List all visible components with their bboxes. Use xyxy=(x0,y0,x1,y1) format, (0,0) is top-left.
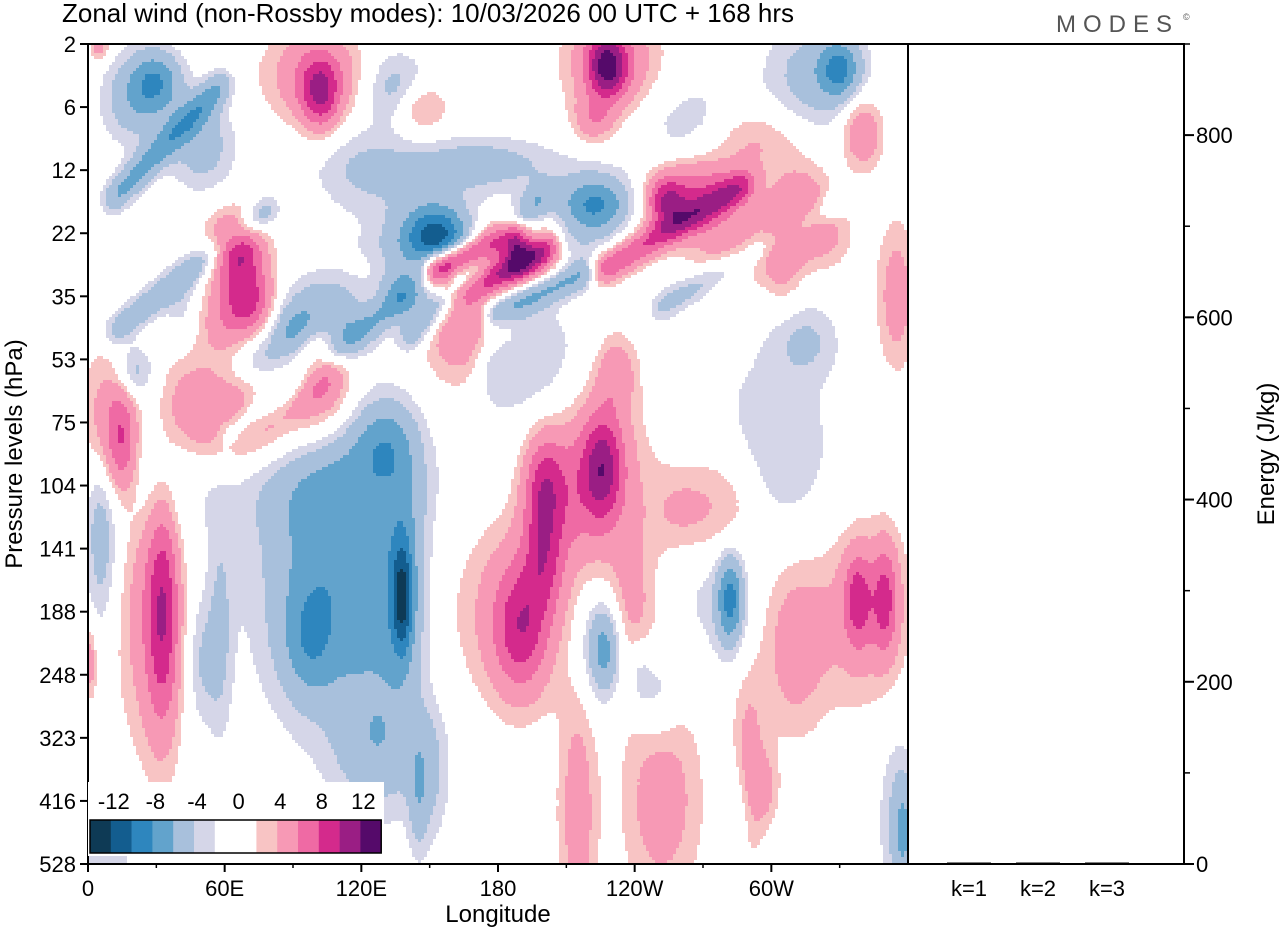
colorbar-swatch xyxy=(360,820,382,853)
colorbar-swatch xyxy=(256,820,278,853)
energy-bar-label: k=1 xyxy=(951,876,987,901)
y-tick-label: 22 xyxy=(52,221,76,246)
energy-bar-label: k=3 xyxy=(1089,876,1125,901)
energy-tick-label: 200 xyxy=(1196,670,1233,695)
colorbar-label: 8 xyxy=(316,789,328,814)
colorbar-swatch xyxy=(194,820,216,853)
chart-title: Zonal wind (non-Rossby modes): 10/03/202… xyxy=(62,0,794,28)
y-tick-label: 104 xyxy=(39,474,76,499)
x-tick-label: 60W xyxy=(749,876,794,901)
y-axis-label: Pressure levels (hPa) xyxy=(1,339,28,568)
heatmap-field xyxy=(88,44,908,864)
x-tick-label: 120W xyxy=(606,876,664,901)
colorbar-label: 4 xyxy=(274,789,286,814)
y-tick-label: 75 xyxy=(52,410,76,435)
y-tick-label: 2 xyxy=(64,32,76,57)
x-axis-label: Longitude xyxy=(445,901,550,928)
energy-bar xyxy=(947,862,991,864)
colorbar-swatch xyxy=(131,820,153,853)
x-tick-label: 60E xyxy=(205,876,244,901)
colorbar-swatch xyxy=(214,820,236,853)
energy-tick-label: 600 xyxy=(1196,305,1233,330)
energy-axis-label: Energy (J/kg) xyxy=(1253,383,1280,526)
energy-bars: k=1 k=2 k=3 xyxy=(947,862,1129,901)
y-tick-label: 35 xyxy=(52,284,76,309)
y-tick-label: 53 xyxy=(52,347,76,372)
y-tick-label: 6 xyxy=(64,95,76,120)
colorbar-frame xyxy=(89,819,382,854)
energy-bar xyxy=(1085,862,1129,864)
colorbar-label: 0 xyxy=(232,789,244,814)
colorbar-swatch xyxy=(298,820,320,853)
y-tick-label: 528 xyxy=(39,852,76,877)
wind-contour-fill xyxy=(397,569,406,623)
colorbar-label: 12 xyxy=(351,789,375,814)
y-axis: 2 6 12 22 35 53 75 104 141 188 248 323 416 528 xyxy=(39,32,88,877)
energy-bar xyxy=(1016,862,1060,864)
brand-logo: MODES xyxy=(1056,11,1179,38)
y-tick-label: 12 xyxy=(52,158,76,183)
x-tick-label: 180 xyxy=(480,876,517,901)
colorbar-label: -8 xyxy=(146,789,166,814)
y-tick-label: 141 xyxy=(39,537,76,562)
energy-bar-label: k=2 xyxy=(1020,876,1056,901)
colorbar-swatch xyxy=(90,820,112,853)
wind-contour-fill xyxy=(157,44,742,641)
wind-contour-fill xyxy=(109,44,895,719)
colorbar-swatch xyxy=(318,820,340,853)
y-tick-label: 188 xyxy=(39,600,76,625)
energy-axis: 0 200 400 600 800 xyxy=(1184,43,1233,877)
colorbar: -12 -8 -4 0 4 8 12 xyxy=(88,782,384,856)
x-tick-label: 120E xyxy=(336,876,387,901)
wind-contour-fill xyxy=(118,44,907,857)
energy-tick-label: 800 xyxy=(1196,123,1233,148)
energy-tick-label: 400 xyxy=(1196,488,1233,513)
y-tick-label: 323 xyxy=(39,726,76,751)
y-tick-label: 416 xyxy=(39,789,76,814)
colorbar-swatch xyxy=(173,820,195,853)
y-tick-label: 248 xyxy=(39,663,76,688)
colorbar-swatch xyxy=(339,820,361,853)
energy-panel-frame xyxy=(907,43,1185,865)
colorbar-swatch xyxy=(277,820,299,853)
colorbar-label: -12 xyxy=(98,789,130,814)
brand-logo-mark: © xyxy=(1183,12,1190,22)
energy-tick-label: 0 xyxy=(1196,852,1208,877)
colorbar-swatch xyxy=(235,820,257,853)
colorbar-label: -4 xyxy=(187,789,207,814)
colorbar-swatch xyxy=(110,820,132,853)
colorbar-swatch xyxy=(152,820,174,853)
wind-contour-fill xyxy=(88,44,908,864)
x-tick-label: 0 xyxy=(82,876,94,901)
x-axis: 0 60E 120E 180 120W 60W xyxy=(82,864,841,901)
